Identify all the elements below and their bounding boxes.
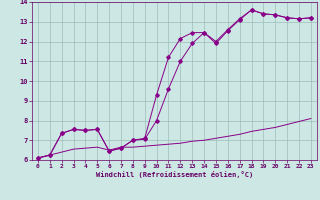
X-axis label: Windchill (Refroidissement éolien,°C): Windchill (Refroidissement éolien,°C) <box>96 171 253 178</box>
